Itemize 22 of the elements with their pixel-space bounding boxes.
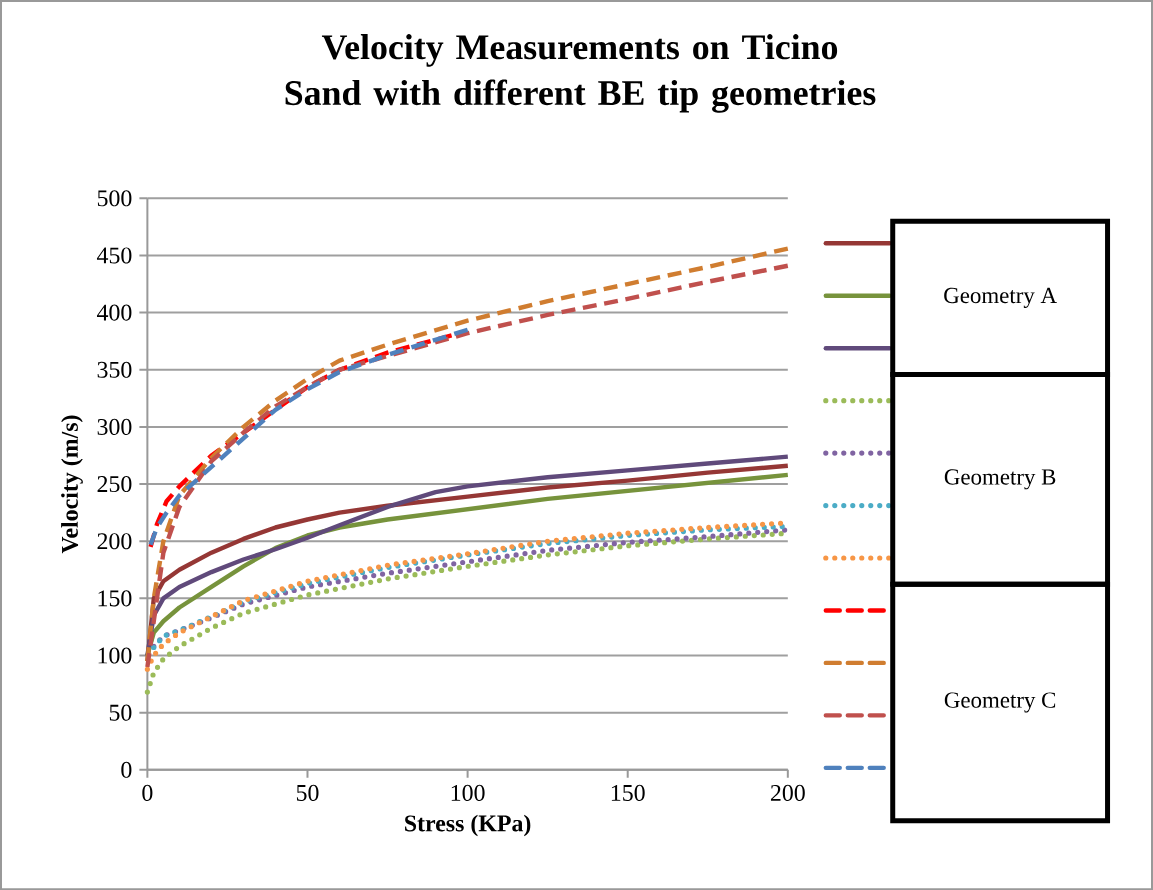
text: Geometry A bbox=[944, 287, 1057, 308]
chart-title: Velocity Measurements on Ticino Sand with different BE tip geometries bbox=[285, 34, 876, 113]
x-tick-label: 100 bbox=[451, 784, 485, 801]
text: Geometry C bbox=[944, 692, 1056, 713]
y-tick-label: 350 bbox=[97, 361, 132, 378]
y-axis-title: Velocity (m/s) bbox=[61, 415, 83, 554]
y-tick-label: 450 bbox=[96, 247, 132, 264]
x-tick-label: 200 bbox=[770, 784, 805, 801]
y-tick-label: 200 bbox=[97, 533, 132, 550]
y-tick-label: 400 bbox=[96, 304, 132, 321]
y-tick-label: 0 bbox=[121, 761, 132, 778]
x-tick-label: 50 bbox=[296, 784, 319, 801]
y-tick-label: 500 bbox=[97, 190, 132, 207]
y-tick-label: 150 bbox=[98, 590, 132, 607]
x-tick-label: 0 bbox=[142, 784, 153, 801]
x-axis-title: Stress (KPa) bbox=[405, 814, 531, 837]
y-tick-label: 250 bbox=[97, 475, 132, 493]
x-tick-label: 150 bbox=[611, 784, 645, 801]
y-tick-label: 300 bbox=[97, 418, 132, 435]
y-tick-label: 50 bbox=[109, 704, 132, 721]
text: Geometry B bbox=[944, 469, 1056, 490]
y-tick-label: 100 bbox=[98, 647, 132, 664]
